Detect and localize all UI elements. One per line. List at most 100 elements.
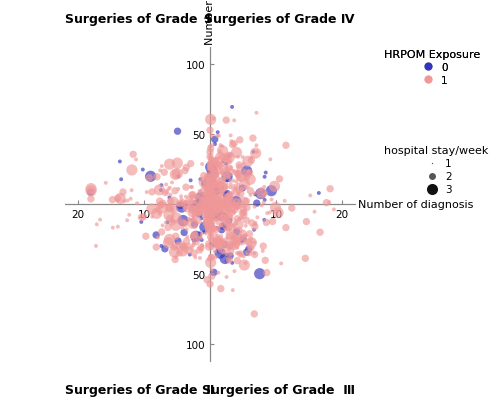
Point [214, 183, 222, 189]
Point [222, 182, 230, 188]
Point [231, 205, 239, 212]
Point [168, 219, 176, 226]
Point [206, 198, 214, 205]
Point [215, 133, 223, 140]
Point [240, 182, 248, 188]
Point [176, 250, 184, 257]
Point [191, 224, 199, 231]
Point [206, 154, 214, 160]
Point [204, 227, 212, 234]
Point [208, 200, 216, 206]
Point [198, 161, 206, 168]
Point [189, 204, 197, 210]
Point [206, 161, 214, 168]
Point [310, 209, 318, 215]
Point [206, 225, 214, 231]
Point [206, 211, 214, 217]
Point [232, 200, 240, 207]
Point [212, 254, 220, 261]
Point [234, 250, 242, 257]
Point [214, 219, 222, 225]
Point [142, 233, 150, 240]
Point [194, 218, 202, 225]
Point [248, 239, 256, 246]
Point [206, 203, 214, 210]
Point [268, 197, 276, 203]
Point [213, 241, 221, 247]
Point [162, 190, 170, 196]
Point [179, 200, 187, 207]
Point [228, 139, 235, 145]
Point [207, 217, 215, 223]
Point [186, 161, 194, 167]
Point [162, 220, 170, 226]
Text: Number of diagnosis: Number of diagnosis [358, 200, 474, 209]
Point [160, 170, 168, 176]
Point [181, 218, 189, 225]
Point [252, 192, 260, 198]
Point [213, 133, 221, 140]
Point [226, 194, 234, 201]
Point [220, 200, 228, 206]
Point [206, 194, 214, 200]
Point [206, 205, 214, 211]
Point [218, 144, 226, 150]
Point [156, 203, 164, 209]
Point [204, 256, 212, 263]
Point [238, 154, 246, 161]
Point [168, 218, 175, 225]
Point [219, 157, 227, 164]
Point [200, 202, 208, 209]
Point [164, 186, 172, 193]
Point [174, 160, 182, 167]
Point [210, 158, 218, 165]
Point [219, 209, 227, 216]
Point [218, 202, 226, 209]
Point [210, 205, 218, 212]
Point [242, 184, 250, 190]
Point [228, 142, 236, 148]
Point [200, 179, 208, 186]
Point [196, 231, 204, 237]
Point [197, 246, 205, 252]
Point [208, 267, 216, 273]
Point [232, 233, 239, 239]
Point [108, 197, 116, 203]
Point [178, 242, 186, 249]
Point [230, 209, 237, 216]
Point [226, 182, 234, 188]
Point [322, 200, 330, 207]
Point [216, 143, 224, 149]
Point [230, 168, 238, 175]
Point [209, 168, 217, 175]
Point [246, 177, 254, 183]
Point [206, 202, 214, 208]
Point [206, 194, 214, 200]
Point [169, 207, 177, 213]
Point [213, 237, 221, 243]
Point [154, 235, 162, 241]
Point [230, 118, 238, 124]
Point [206, 199, 214, 206]
Point [207, 166, 215, 172]
Point [235, 228, 243, 234]
Point [206, 205, 214, 211]
Point [222, 161, 230, 167]
Point [220, 200, 228, 206]
Point [196, 211, 204, 217]
Point [247, 155, 255, 162]
Point [158, 205, 166, 211]
Point [226, 195, 234, 201]
Point [216, 182, 224, 189]
Point [162, 182, 170, 188]
Point [248, 220, 256, 227]
Point [232, 150, 240, 156]
Point [225, 223, 233, 229]
Point [204, 211, 212, 217]
Point [222, 184, 230, 190]
Point [240, 199, 248, 206]
Point [238, 200, 246, 207]
Point [186, 200, 194, 207]
Point [210, 204, 218, 211]
Point [216, 250, 224, 257]
